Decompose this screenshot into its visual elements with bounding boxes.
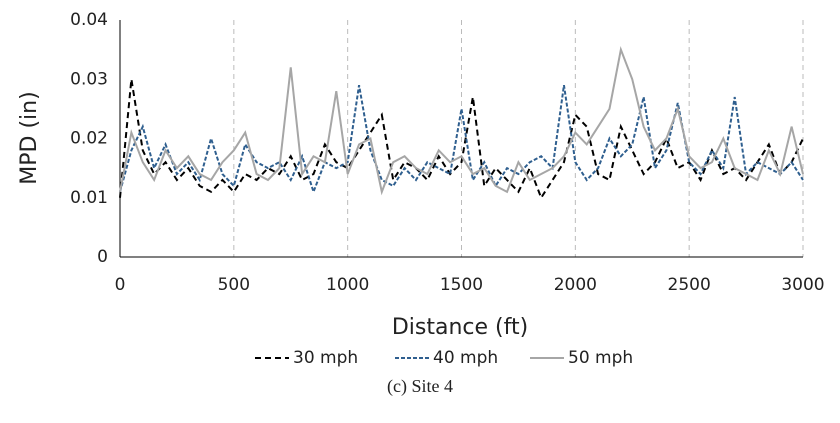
legend-label: 30 mph <box>293 348 358 368</box>
x-tick-label: 2000 <box>554 275 597 295</box>
series-line <box>119 79 804 200</box>
legend-label: 50 mph <box>568 348 633 368</box>
x-tick-label: 1000 <box>326 275 369 295</box>
y-axis-title: MPD (in) <box>17 91 42 184</box>
caption: (c) Site 4 <box>387 376 453 397</box>
series-line <box>119 45 804 196</box>
y-tick-label: 0.03 <box>70 69 108 89</box>
x-tick-label: 3000 <box>781 275 824 295</box>
x-tick-label: 0 <box>115 275 126 295</box>
x-tick-label: 2500 <box>668 275 711 295</box>
x-axis-title: Distance (ft) <box>392 315 528 340</box>
x-tick-label: 500 <box>218 275 250 295</box>
y-tick-label: 0 <box>97 247 108 267</box>
y-tick-label: 0.01 <box>70 188 108 208</box>
legend-label: 40 mph <box>433 348 498 368</box>
y-tick-label: 0.04 <box>70 10 108 30</box>
y-tick-label: 0.02 <box>70 129 108 149</box>
x-tick-label: 1500 <box>440 275 483 295</box>
